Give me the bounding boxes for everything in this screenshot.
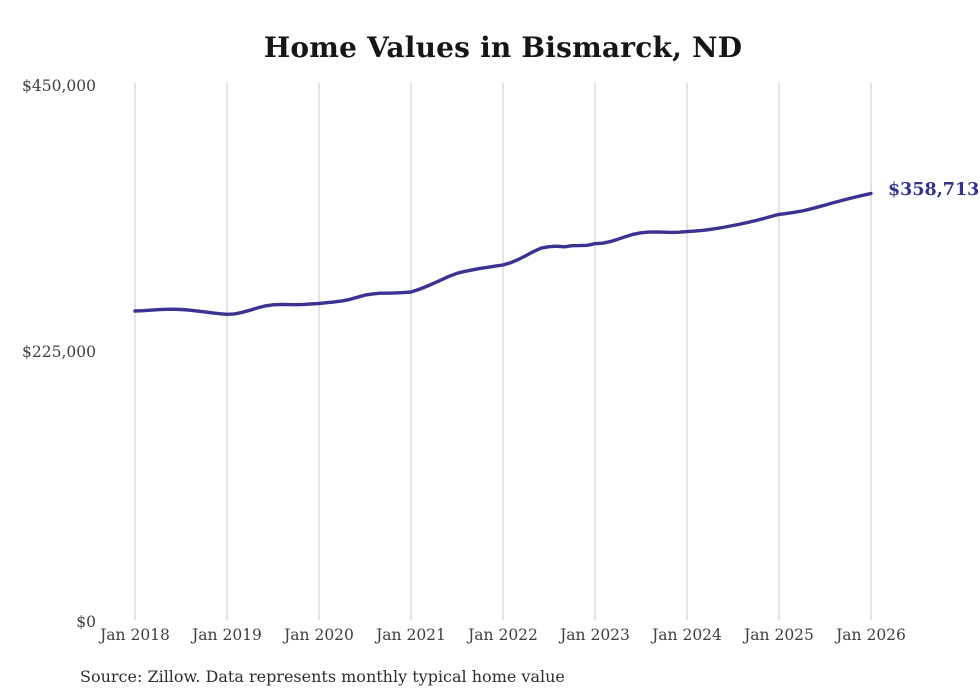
- x-tick-jan-2020: Jan 2020: [284, 626, 354, 644]
- x-tick-jan-2026: Jan 2026: [836, 626, 906, 644]
- home-value-line: [133, 191, 873, 316]
- source-note: Source: Zillow. Data represents monthly …: [80, 667, 565, 686]
- x-tick-jan-2023: Jan 2023: [560, 626, 630, 644]
- x-tick-jan-2019: Jan 2019: [192, 626, 262, 644]
- x-tick-jan-2024: Jan 2024: [652, 626, 722, 644]
- y-tick-0: $0: [76, 613, 96, 631]
- chart-title: Home Values in Bismarck, ND: [263, 31, 743, 64]
- x-tick-jan-2025: Jan 2025: [744, 626, 814, 644]
- x-tick-jan-2021: Jan 2021: [376, 626, 446, 644]
- x-tick-jan-2018: Jan 2018: [100, 626, 170, 644]
- y-tick-225000: $225,000: [22, 343, 96, 361]
- latest-value-label: $358,713: [888, 180, 980, 200]
- y-tick-450000: $450,000: [22, 77, 96, 95]
- x-tick-jan-2022: Jan 2022: [468, 626, 538, 644]
